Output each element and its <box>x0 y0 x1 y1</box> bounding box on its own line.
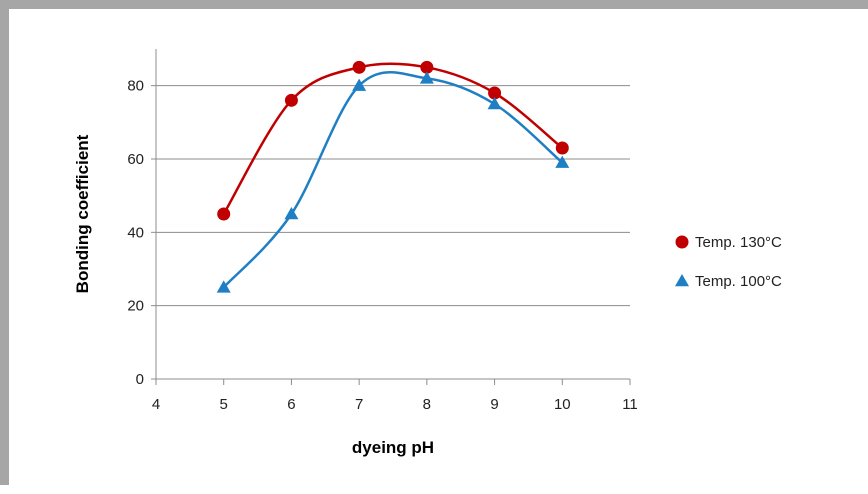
y-tick-label: 20 <box>127 298 144 315</box>
data-point <box>487 97 502 110</box>
x-tick-label: 7 <box>355 396 363 413</box>
data-point <box>352 60 366 74</box>
x-axis-title: dyeing pH <box>352 438 434 457</box>
y-tick-label: 0 <box>136 371 144 388</box>
legend-marker <box>675 235 689 249</box>
y-tick-label: 60 <box>127 151 144 168</box>
data-point <box>419 71 434 84</box>
series-0 <box>217 60 569 221</box>
x-tick-label: 8 <box>423 396 431 413</box>
y-axis-title: Bonding coefficient <box>73 134 92 293</box>
legend-label: Temp. 130°C <box>695 234 782 251</box>
axes: 0 20 40 60 80 4 5 6 7 8 9 10 11 <box>127 49 638 413</box>
gridlines <box>156 85 630 307</box>
series-line <box>222 62 564 215</box>
x-tick-label: 11 <box>622 396 638 413</box>
data-point <box>284 93 298 107</box>
legend-label: Temp. 100°C <box>695 273 782 290</box>
data-point <box>555 155 570 168</box>
data-point <box>420 60 434 74</box>
x-tick-label: 6 <box>287 396 295 413</box>
data-point <box>488 86 502 100</box>
y-tick-label: 40 <box>127 224 144 241</box>
y-tick-label: 80 <box>127 78 144 95</box>
x-tick-label: 4 <box>152 396 160 413</box>
data-point <box>216 280 231 293</box>
data-point <box>555 141 569 155</box>
legend-marker <box>675 274 689 287</box>
data-point <box>352 78 367 91</box>
x-tick-label: 9 <box>490 396 498 413</box>
data-point <box>217 207 231 221</box>
series-1 <box>216 71 570 293</box>
x-tick-label: 5 <box>220 396 228 413</box>
series-layer <box>216 60 570 293</box>
legend: Temp. 130°C Temp. 100°C <box>675 234 782 290</box>
data-point <box>284 207 299 220</box>
x-tick-label: 10 <box>554 396 571 413</box>
bonding-coefficient-chart: 0 20 40 60 80 4 5 6 7 8 9 10 11 dyeing pH Bonding co… <box>73 49 782 457</box>
